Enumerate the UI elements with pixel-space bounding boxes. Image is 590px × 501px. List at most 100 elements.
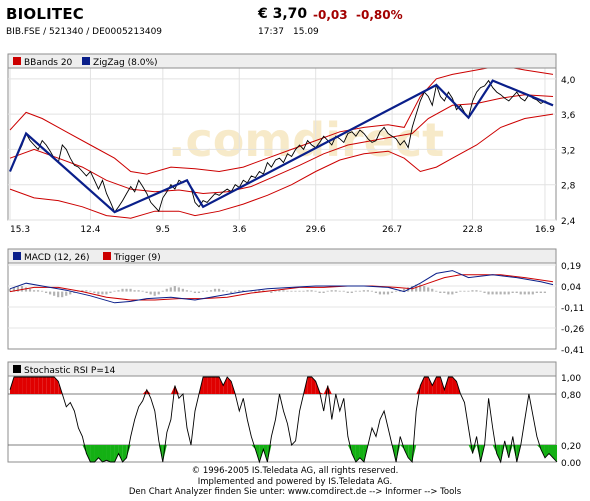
price-y-tick: 4,0	[561, 76, 576, 86]
legend-zigzag: ZigZag (8.0%)	[93, 58, 158, 68]
macd-histogram-bar	[153, 291, 156, 296]
macd-histogram-bar	[467, 290, 470, 292]
macd-histogram-bar	[57, 291, 60, 298]
macd-histogram-bar	[157, 291, 160, 295]
macd-histogram-bar	[394, 290, 398, 292]
macd-histogram-bar	[69, 291, 72, 295]
stoch-overbought-fill	[207, 377, 212, 394]
macd-histogram-bar	[133, 290, 136, 292]
price-x-tick: 16.9	[535, 225, 555, 235]
macd-histogram-bar	[32, 290, 36, 292]
stoch-oversold-fill	[106, 445, 111, 462]
price-y-tick: 2,4	[561, 217, 576, 227]
macd-histogram-bar	[117, 290, 120, 292]
stoch-oversold-fill	[82, 445, 87, 454]
macd-histogram-bar	[342, 290, 345, 292]
stoch-overbought-fill	[311, 377, 316, 394]
macd-histogram-bar	[362, 290, 365, 292]
macd-histogram-bar	[459, 290, 462, 292]
price-change: -0,03	[313, 8, 348, 22]
macd-histogram-bar	[374, 291, 378, 293]
stoch-y-tick: 1,00	[561, 374, 581, 384]
macd-histogram-bar	[93, 291, 96, 293]
stock-name: BIOLITEC	[6, 5, 84, 23]
macd-histogram-bar	[97, 291, 100, 295]
stoch-oversold-fill	[90, 445, 95, 462]
macd-histogram-bar	[205, 290, 209, 292]
macd-histogram-bar	[137, 290, 140, 292]
macd-histogram-bar	[435, 290, 438, 292]
stoch-oversold-fill	[162, 445, 167, 462]
macd-histogram-bar	[298, 290, 301, 292]
legend-swatch-bbands	[13, 57, 21, 65]
stoch-oversold-fill	[351, 445, 356, 462]
macd-histogram-bar	[169, 287, 172, 292]
price-x-tick: 3.6	[232, 225, 247, 235]
chart-analyzer-text: Den Chart Analyzer finden Sie unter: www…	[128, 487, 462, 497]
stoch-overbought-fill	[42, 377, 47, 394]
macd-histogram-bar	[65, 291, 68, 296]
macd-histogram-bar	[386, 291, 390, 295]
stock-identifiers: BIB.FSE / 521340 / DE0005213409	[6, 27, 163, 37]
macd-histogram-bar	[326, 290, 329, 292]
macd-y-tick: -0,41	[561, 346, 584, 356]
stoch-oversold-fill	[347, 445, 352, 454]
stoch-overbought-fill	[38, 377, 43, 394]
price-x-tick: 15.3	[10, 225, 30, 235]
macd-histogram-bar	[61, 291, 64, 298]
macd-histogram-bar	[286, 290, 289, 292]
macd-histogram-bar	[423, 286, 426, 292]
macd-histogram-bar	[427, 287, 430, 292]
price-x-tick: 9.5	[156, 225, 170, 235]
macd-histogram-bar	[12, 287, 16, 292]
zigzag-line	[8, 79, 554, 214]
stoch-oversold-fill	[98, 445, 103, 462]
legend-swatch-macd	[13, 252, 21, 260]
stoch-overbought-fill	[18, 377, 23, 394]
macd-histogram-bar	[173, 286, 176, 292]
macd-histogram-bar	[8, 288, 11, 292]
stoch-overbought-fill	[319, 392, 324, 394]
stoch-oversold-fill	[496, 445, 501, 462]
macd-y-tick: 0,19	[561, 262, 581, 272]
macd-histogram-bar	[338, 290, 341, 292]
stoch-y-tick: 0,00	[561, 459, 581, 466]
stoch-overbought-fill	[211, 377, 216, 394]
macd-histogram-bar	[294, 290, 297, 292]
macd-histogram-bar	[543, 291, 546, 293]
macd-histogram-bar	[250, 290, 253, 292]
macd-histogram-bar	[161, 290, 164, 292]
macd-histogram-bar	[302, 290, 305, 292]
macd-histogram-bar	[89, 290, 92, 292]
macd-histogram-bar	[262, 290, 265, 292]
price-x-axis: 15.3 12.4 9.5 3.6 29.6 26.7 22.8 16.9	[10, 225, 555, 235]
macd-histogram-bar	[53, 291, 56, 296]
macd-histogram-bar	[213, 288, 217, 292]
legend-trigger: Trigger (9)	[113, 253, 161, 263]
macd-histogram-bar	[16, 286, 20, 292]
macd-histogram-bar	[238, 290, 241, 292]
bband-upper-line	[9, 65, 554, 175]
macd-y-tick: -0,11	[561, 304, 584, 314]
macd-histogram-bar	[221, 290, 225, 292]
price-x-tick: 12.4	[80, 225, 100, 235]
macd-gridlines	[8, 264, 556, 329]
macd-histogram-bar	[149, 291, 152, 295]
price-y-tick: 3,6	[561, 111, 576, 121]
stoch-oversold-fill	[408, 445, 413, 462]
macd-histogram-bar	[282, 290, 285, 292]
macd-histogram-bar	[230, 291, 233, 293]
stoch-overbought-fill	[219, 377, 224, 394]
macd-histogram-bar	[234, 290, 237, 292]
price-x-tick: 29.6	[306, 225, 326, 235]
price-y-tick: 3,2	[561, 146, 575, 156]
stoch-oversold-fill	[540, 445, 545, 458]
macd-line	[9, 270, 554, 304]
macd-histogram-bar	[354, 290, 357, 292]
macd-histogram-bar	[378, 291, 382, 295]
stoch-overbought-fill	[428, 377, 433, 394]
macd-histogram-bar	[310, 290, 313, 292]
stoch-y-axis: 1,00 0,80 0,20 0,00	[561, 374, 581, 466]
macd-histogram-bar	[487, 291, 490, 295]
price-y-tick: 2,8	[561, 182, 576, 192]
